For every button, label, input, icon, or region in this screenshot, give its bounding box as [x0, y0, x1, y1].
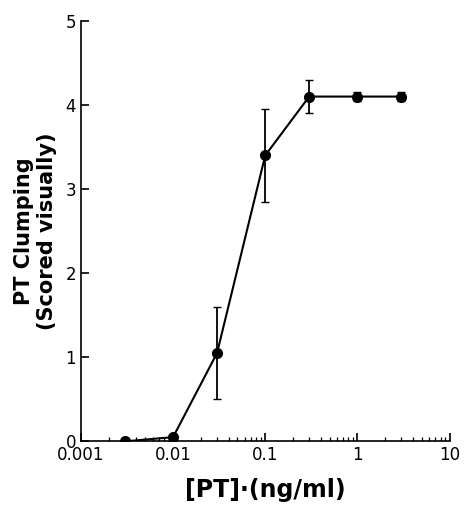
- Y-axis label: PT Clumping
(Scored visually): PT Clumping (Scored visually): [14, 133, 57, 330]
- X-axis label: [PT]·(ng/ml): [PT]·(ng/ml): [185, 478, 346, 502]
